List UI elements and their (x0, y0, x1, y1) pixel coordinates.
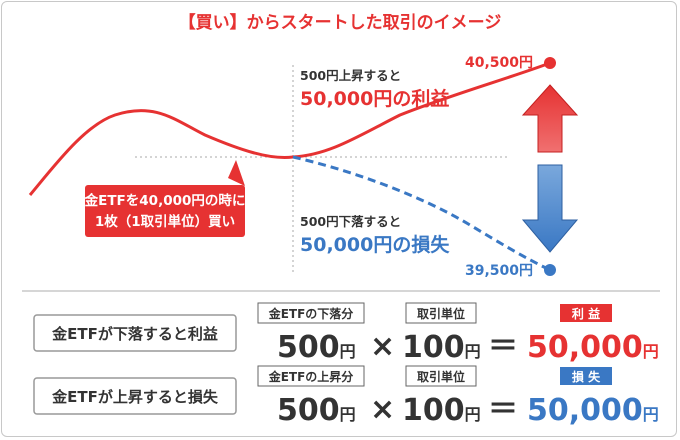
low-price-label: 39,500円 (465, 263, 533, 279)
high-point (544, 57, 556, 69)
price-rise-line (28, 61, 551, 196)
times-sign: × (370, 392, 395, 427)
high-price-label: 40,500円 (465, 55, 533, 71)
result-amount: 50,000円 (527, 330, 659, 365)
formula-row-profit: 金ETFが下落すると利益 金ETFの下落分 500円 × 取引単位 100円 ＝… (33, 302, 659, 365)
unit-label: 取引単位 (417, 369, 465, 384)
times-sign: × (370, 329, 395, 364)
equals-sign: ＝ (488, 329, 518, 364)
unit-value: 100 (402, 330, 465, 365)
change-unit: 円 (340, 405, 356, 424)
unit-value: 100 (402, 393, 465, 428)
fall-result-suffix: の損失 (392, 233, 450, 256)
unit-unit: 円 (465, 342, 481, 361)
callout-line-1: 金ETFを40,000円の時に (84, 192, 246, 209)
change-value: 500 (277, 393, 340, 428)
rise-result-suffix: の利益 (392, 87, 449, 110)
down-arrow-icon (521, 164, 579, 253)
result-value: 50,000 (527, 393, 643, 428)
unit-label: 取引単位 (417, 306, 465, 321)
change-label: 金ETFの上昇分 (268, 369, 354, 384)
fall-note: 500円下落すると (300, 214, 401, 229)
result-unit: 円 (643, 342, 659, 361)
unit-unit: 円 (465, 405, 481, 424)
callout-line-2: 1枚（1取引単位）買い (95, 213, 235, 230)
rise-result-num: 50,000円 (300, 88, 392, 110)
row-label: 金ETFが下落すると利益 (51, 325, 218, 343)
unit-amount: 100円 (402, 393, 481, 428)
price-fall-line (292, 155, 551, 272)
result-amount: 50,000円 (527, 393, 659, 428)
rise-result: 50,000円の利益 (300, 87, 449, 110)
buy-callout: 金ETFを40,000円の時に 1枚（1取引単位）買い (84, 160, 246, 237)
low-point (544, 264, 556, 276)
fall-result: 50,000円の損失 (300, 233, 450, 256)
change-amount: 500円 (277, 393, 356, 428)
rise-note: 500円上昇すると (300, 68, 401, 83)
change-amount: 500円 (277, 330, 356, 365)
equals-sign: ＝ (488, 392, 518, 427)
row-label: 金ETFが上昇すると損失 (51, 388, 219, 406)
fall-result-num: 50,000円 (300, 234, 392, 256)
result-value: 50,000 (527, 330, 643, 365)
change-unit: 円 (340, 342, 356, 361)
change-value: 500 (277, 330, 340, 365)
diagram-title: 【買い】からスタートした取引のイメージ (179, 12, 502, 33)
loss-badge: 損 失 (572, 369, 601, 384)
up-arrow-icon (521, 84, 579, 153)
change-label: 金ETFの下落分 (268, 306, 354, 321)
unit-amount: 100円 (402, 330, 481, 365)
profit-badge: 利 益 (572, 306, 600, 321)
formula-row-loss: 金ETFが上昇すると損失 金ETFの上昇分 500円 × 取引単位 100円 ＝… (33, 365, 659, 428)
result-unit: 円 (643, 405, 659, 424)
